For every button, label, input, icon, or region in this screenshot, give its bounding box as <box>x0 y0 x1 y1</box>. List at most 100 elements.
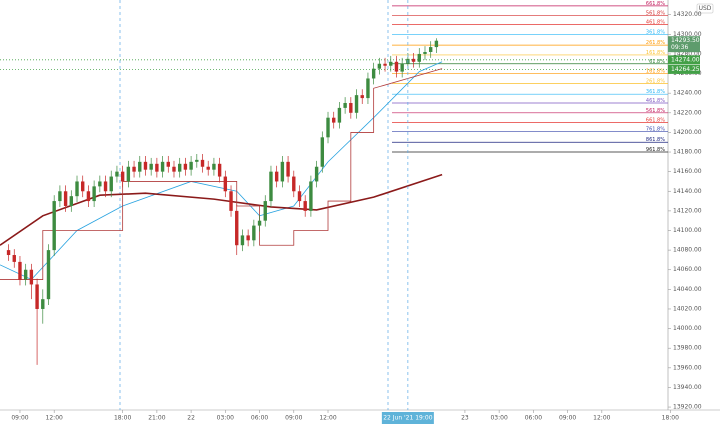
x-tick-label: 21:00 <box>148 415 165 422</box>
candle-body <box>206 166 210 170</box>
candle-body <box>309 181 313 211</box>
candle-body <box>326 117 330 138</box>
y-tick-label: 14100.00 <box>673 227 702 234</box>
y-tick-label: 14000.00 <box>673 325 702 332</box>
x-tick-label: 12:00 <box>319 415 336 422</box>
fib-label: 661.8% <box>646 118 665 124</box>
price-tag <box>668 64 700 74</box>
candle-body <box>417 53 421 62</box>
candle-body <box>337 107 342 123</box>
price-tag-label: 14274.00 <box>671 56 700 63</box>
fib-label: 261.8% <box>646 40 665 46</box>
candle-body <box>172 166 176 172</box>
price-tag-label: 14264.25 <box>671 66 700 73</box>
fib-label: 561.8% <box>646 11 665 17</box>
fib-label: 261.8% <box>646 78 665 84</box>
price-tag <box>668 36 700 53</box>
candle-body <box>366 78 370 99</box>
x-tick-label: 09:00 <box>559 415 576 422</box>
candle-body <box>314 166 319 182</box>
fib-label: 961.8% <box>646 147 665 153</box>
candle-body <box>235 210 239 246</box>
y-tick-label: 14060.00 <box>673 266 702 273</box>
y-tick-label: 13960.00 <box>673 364 702 371</box>
candle-body <box>212 163 216 170</box>
x-tick-label: 03:00 <box>490 415 507 422</box>
candle-body <box>257 220 262 226</box>
candle-body <box>98 181 102 187</box>
fib-label: 161.8% <box>646 69 665 75</box>
y-tick-label: 14280.00 <box>673 50 702 57</box>
candle-body <box>23 269 28 280</box>
fib-label: 361.8% <box>646 89 665 95</box>
candle-body <box>297 191 302 202</box>
candle-body <box>115 171 119 177</box>
candle-body <box>274 171 279 182</box>
candle-body <box>46 250 51 300</box>
currency-box <box>696 3 714 14</box>
candle-body <box>189 161 193 170</box>
price-tag <box>668 55 700 65</box>
candle-body <box>320 137 325 167</box>
y-tick-label: 13980.00 <box>673 345 702 352</box>
x-tick-label: 23 <box>461 415 469 422</box>
candle-body <box>12 255 16 262</box>
indicator-line <box>0 68 443 280</box>
candle-body <box>389 61 393 66</box>
fib-label: 861.8% <box>646 137 665 143</box>
crosshair-box <box>381 412 434 424</box>
candle-body <box>332 117 336 123</box>
candle-body <box>18 261 22 280</box>
y-tick-label: 13940.00 <box>673 384 702 391</box>
candle-body <box>138 161 142 172</box>
candle-body <box>6 250 11 256</box>
fib-label: 461.8% <box>646 20 665 26</box>
price-tag-label: 14293.50 <box>671 37 700 44</box>
candle-body <box>223 176 228 192</box>
candle-body <box>292 176 296 192</box>
candle-body <box>143 161 148 170</box>
fib-label: 361.8% <box>646 29 665 35</box>
candle-body <box>58 191 62 202</box>
candle-body <box>371 68 376 79</box>
x-tick-label: 12:00 <box>593 415 610 422</box>
x-tick-label: 18:00 <box>114 415 131 422</box>
candle-body <box>428 47 433 52</box>
fib-label: 161.8% <box>646 50 665 56</box>
candle-body <box>229 191 233 211</box>
candle-body <box>400 63 404 72</box>
candle-body <box>263 201 267 221</box>
y-tick-label: 13920.00 <box>673 404 702 411</box>
candle-body <box>394 61 399 72</box>
indicator-line <box>0 173 443 246</box>
x-tick-label: 22 <box>187 415 195 422</box>
fib-label: 761.8% <box>646 126 665 132</box>
y-tick-label: 14160.00 <box>673 168 702 175</box>
candle-body <box>240 235 245 246</box>
y-tick-label: 14180.00 <box>673 149 702 156</box>
x-tick-label: 09:00 <box>285 415 302 422</box>
candle-body <box>343 102 347 108</box>
candle-body <box>280 161 285 182</box>
candle-body <box>360 95 364 99</box>
candle-body <box>75 181 79 197</box>
x-tick-label: 09:00 <box>11 415 28 422</box>
candle-body <box>69 196 74 206</box>
y-tick-label: 14080.00 <box>673 247 702 254</box>
fib-label: 661.8% <box>646 1 665 7</box>
candle-body <box>155 163 159 172</box>
candle-body <box>92 186 96 202</box>
y-tick-label: 14140.00 <box>673 188 702 195</box>
x-tick-label: 12:00 <box>46 415 63 422</box>
candle-body <box>269 171 273 202</box>
candle-body <box>349 102 353 113</box>
y-tick-label: 14040.00 <box>673 286 702 293</box>
candle-body <box>81 181 85 192</box>
candle-body <box>41 299 45 309</box>
y-tick-label: 14320.00 <box>673 11 702 18</box>
candle-body <box>86 191 91 202</box>
x-tick-label: 06:00 <box>525 415 542 422</box>
y-tick-label: 14200.00 <box>673 129 702 136</box>
candle-body <box>246 235 250 241</box>
